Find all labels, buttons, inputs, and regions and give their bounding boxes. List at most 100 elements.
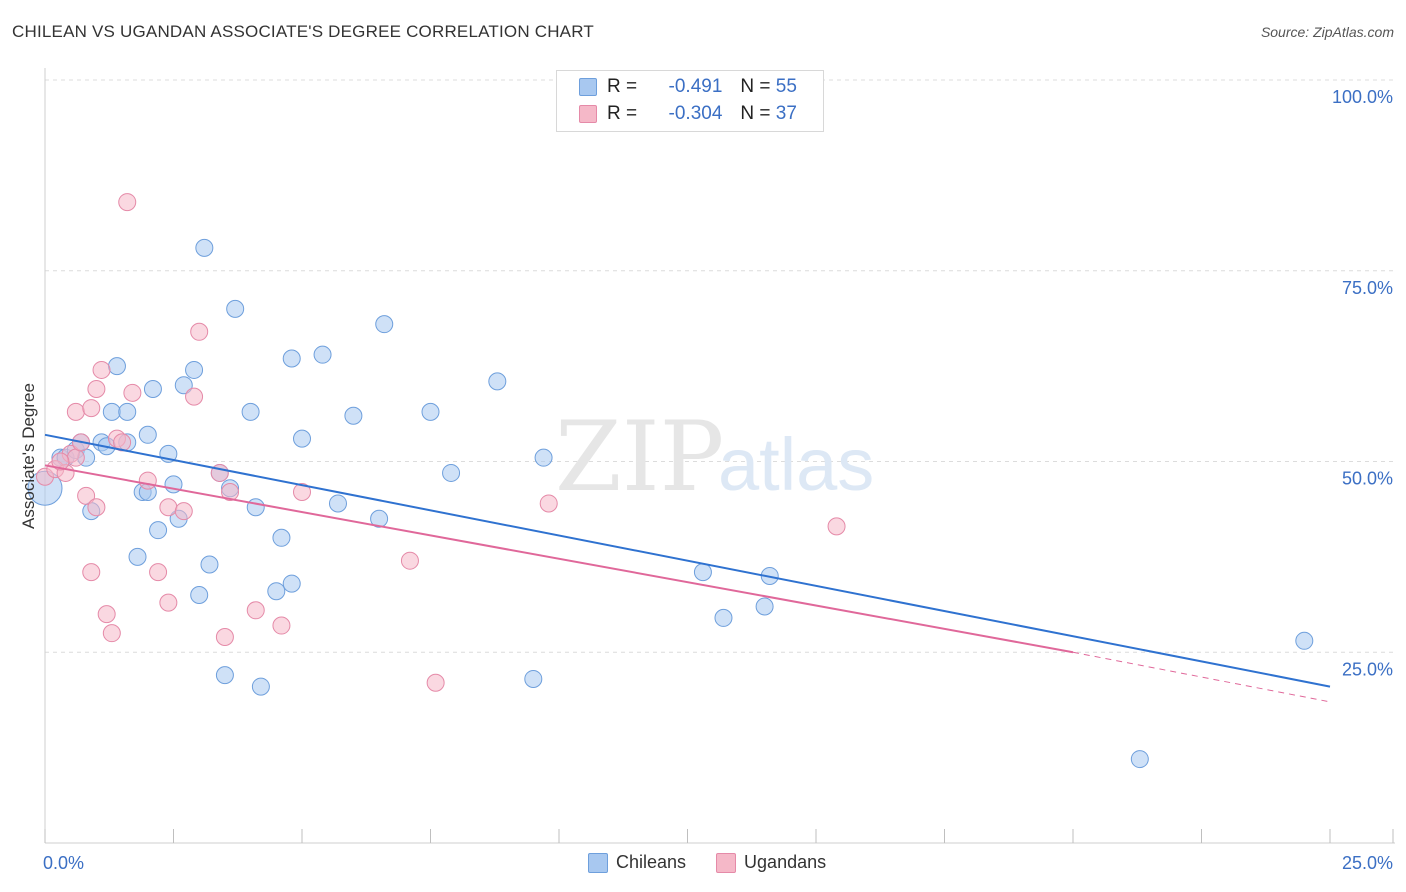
ugandan-point[interactable] (66, 402, 85, 421)
ugandan-point[interactable] (539, 494, 558, 513)
chilean-point[interactable] (488, 372, 507, 391)
legend-swatch-chileans (588, 852, 608, 873)
chilean-point[interactable] (534, 448, 553, 467)
ugandan-point[interactable] (426, 673, 445, 692)
chilean-point[interactable] (195, 238, 214, 257)
chilean-point[interactable] (138, 425, 157, 444)
chilean-point[interactable] (251, 677, 270, 696)
chilean-point[interactable] (421, 402, 440, 421)
legend-swatch-ugandans (716, 852, 737, 873)
legend-n-label: N = (740, 103, 771, 124)
chilean-point[interactable] (200, 555, 219, 574)
legend-item-ugandans[interactable]: Ugandans (716, 852, 826, 873)
legend-label-ugandans: Ugandans (744, 852, 827, 872)
y-tick-label: 75.0% (1342, 278, 1393, 298)
legend-r-value: -0.491 (668, 76, 723, 97)
chilean-point[interactable] (267, 582, 286, 601)
legend-swatch-chileans (579, 78, 597, 96)
ugandan-point[interactable] (159, 593, 178, 612)
ugandan-point[interactable] (87, 498, 106, 517)
legend-n-value: 55 (775, 76, 797, 97)
x-tick-label: 25.0% (1342, 853, 1393, 873)
ugandan-point[interactable] (215, 627, 234, 646)
chilean-point[interactable] (755, 597, 774, 616)
y-tick-label: 50.0% (1342, 469, 1393, 489)
legend-item-chileans[interactable]: Chileans (588, 852, 686, 873)
ugandans-trend-line (44, 464, 1074, 654)
ugandan-point[interactable] (87, 380, 106, 399)
legend-r-label: R = (607, 103, 638, 124)
chilean-point[interactable] (693, 563, 712, 582)
ugandan-point[interactable] (113, 433, 132, 452)
x-tick-label: 0.0% (43, 853, 84, 873)
legend-row-chileans: R = -0.491 N = 55 (579, 74, 797, 100)
ugandan-point[interactable] (185, 387, 204, 406)
ugandan-point[interactable] (82, 563, 101, 582)
ugandan-point[interactable] (92, 360, 111, 379)
chilean-point[interactable] (1295, 631, 1314, 650)
ugandans-trend-extension (1072, 651, 1331, 703)
chilean-point[interactable] (241, 402, 260, 421)
ugandan-point[interactable] (66, 448, 85, 467)
y-tick-label: 100.0% (1332, 87, 1393, 107)
chilean-point[interactable] (215, 666, 234, 685)
legend-r-label: R = (607, 76, 638, 97)
chart-title: CHILEAN VS UGANDAN ASSOCIATE'S DEGREE CO… (12, 22, 594, 41)
ugandan-point[interactable] (159, 498, 178, 517)
chilean-point[interactable] (370, 509, 389, 528)
chilean-point[interactable] (143, 380, 162, 399)
legend-n-value: 37 (775, 103, 797, 124)
chilean-point[interactable] (185, 360, 204, 379)
chilean-point[interactable] (118, 402, 137, 421)
ugandan-point[interactable] (246, 601, 265, 620)
ugandan-point[interactable] (123, 383, 142, 402)
chilean-point[interactable] (328, 494, 347, 513)
ugandan-point[interactable] (827, 517, 846, 536)
chilean-point[interactable] (313, 345, 332, 364)
chilean-point[interactable] (174, 376, 193, 395)
ugandan-point[interactable] (51, 452, 70, 471)
chilean-point[interactable] (107, 357, 126, 376)
chilean-point[interactable] (272, 528, 291, 547)
chilean-point[interactable] (524, 669, 543, 688)
chilean-point[interactable] (102, 402, 121, 421)
ugandan-point[interactable] (400, 551, 419, 570)
ugandan-point[interactable] (102, 624, 121, 643)
chilean-point[interactable] (128, 547, 147, 566)
legend-swatch-ugandans (579, 105, 597, 123)
chilean-point[interactable] (293, 429, 311, 448)
chilean-point[interactable] (1130, 750, 1149, 769)
chilean-point[interactable] (714, 608, 733, 627)
chilean-point[interactable] (226, 299, 245, 318)
chilean-point[interactable] (375, 315, 394, 334)
legend-n-label: N = (740, 76, 771, 97)
ugandan-point[interactable] (293, 483, 311, 502)
y-axis-label: Associate's Degree (19, 383, 38, 529)
legend-row-ugandans: R = -0.304 N = 37 (579, 101, 797, 127)
ugandan-point[interactable] (221, 483, 240, 502)
y-tick-label: 25.0% (1342, 659, 1393, 679)
stats-legend: R = -0.491 N = 55 R = -0.304 N = 37 (556, 70, 824, 132)
chilean-point[interactable] (282, 349, 301, 368)
ugandan-point[interactable] (77, 486, 96, 505)
series-legend: Chileans Ugandans (588, 852, 856, 873)
chilean-point[interactable] (190, 586, 209, 605)
ugandan-point[interactable] (82, 399, 101, 418)
chilean-point[interactable] (149, 521, 168, 540)
source-label: Source: ZipAtlas.com (1260, 24, 1394, 40)
ugandan-point[interactable] (138, 471, 157, 490)
chilean-point[interactable] (442, 463, 461, 482)
legend-label-chileans: Chileans (616, 852, 687, 872)
chilean-point[interactable] (246, 498, 265, 517)
ugandan-point[interactable] (174, 502, 193, 521)
ugandan-point[interactable] (272, 616, 291, 635)
ugandan-point[interactable] (190, 322, 209, 341)
watermark-atlas: atlas (718, 423, 874, 506)
ugandan-point[interactable] (97, 605, 116, 624)
ugandan-point[interactable] (149, 563, 168, 582)
chilean-point[interactable] (344, 406, 363, 425)
legend-r-value: -0.304 (668, 103, 723, 124)
ugandan-point[interactable] (118, 193, 137, 212)
chilean-point[interactable] (282, 574, 301, 593)
